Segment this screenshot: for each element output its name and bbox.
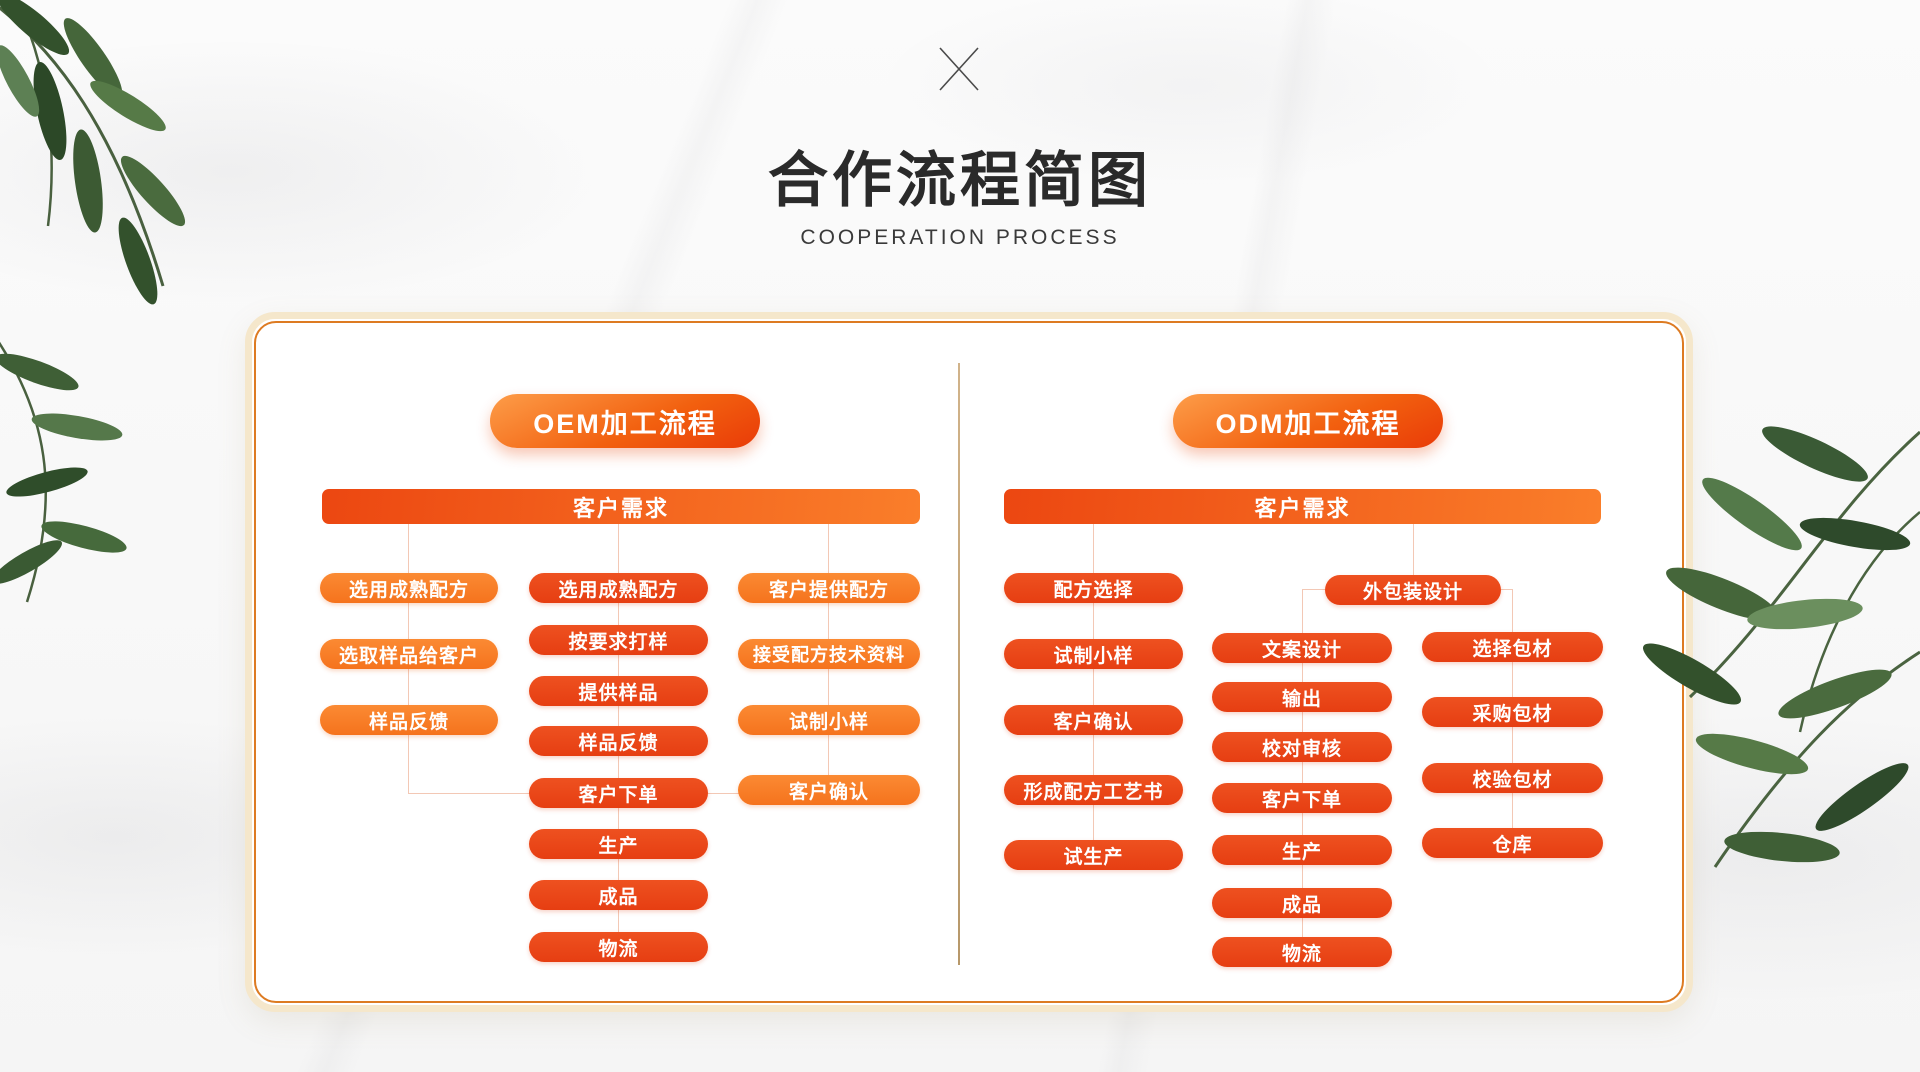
oem-step-box: 接受配方技术资料 — [738, 639, 920, 669]
odm-step-box: 选择包材 — [1422, 632, 1603, 662]
odm-step-box: 试生产 — [1004, 840, 1183, 870]
oem-step-box: 选用成熟配方 — [320, 573, 498, 603]
oem-step-box: 选取样品给客户 — [320, 639, 498, 669]
divider-line — [958, 363, 960, 965]
oem-step-box: 客户下单 — [529, 778, 708, 808]
connector-line — [1501, 589, 1512, 590]
odm-step-box: 物流 — [1212, 937, 1392, 967]
oem-step-box: 客户提供配方 — [738, 573, 920, 603]
leaf-decoration-left — [0, 341, 127, 603]
odm-step-box: 试制小样 — [1004, 639, 1183, 669]
oem-step-box: 样品反馈 — [529, 726, 708, 756]
oem-step-box: 选用成熟配方 — [529, 573, 708, 603]
odm-step-box: 文案设计 — [1212, 633, 1392, 663]
oem-flow-header: OEM加工流程 — [490, 394, 760, 448]
odm-step-box: 成品 — [1212, 888, 1392, 918]
oem-step-box: 客户确认 — [738, 775, 920, 805]
odm-flow-header: ODM加工流程 — [1173, 394, 1443, 448]
odm-step-box: 配方选择 — [1004, 573, 1183, 603]
connector-line — [1093, 524, 1094, 855]
cross-decoration-icon — [939, 47, 979, 91]
connector-line — [1302, 589, 1303, 952]
odm-step-box: 校验包材 — [1422, 763, 1603, 793]
oem-step-box: 提供样品 — [529, 676, 708, 706]
oem-step-box: 物流 — [529, 932, 708, 962]
page-title: 合作流程简图 — [768, 147, 1152, 214]
odm-step-box: 采购包材 — [1422, 697, 1603, 727]
odm-step-box: 仓库 — [1422, 828, 1603, 858]
oem-step-box: 成品 — [529, 880, 708, 910]
oem-step-box: 按要求打样 — [529, 625, 708, 655]
oem-step-box: 样品反馈 — [320, 705, 498, 735]
odm-step-box: 客户下单 — [1212, 783, 1392, 813]
odm-root-box: 客户需求 — [1004, 489, 1601, 524]
page-subtitle: COOPERATION PROCESS — [800, 226, 1120, 249]
oem-step-box: 试制小样 — [738, 705, 920, 735]
odm-step-box: 生产 — [1212, 835, 1392, 865]
odm-step-box: 输出 — [1212, 682, 1392, 712]
oem-root-box: 客户需求 — [322, 489, 920, 524]
connector-line — [1413, 524, 1414, 575]
odm-step-box: 客户确认 — [1004, 705, 1183, 735]
odm-packaging-header-box: 外包装设计 — [1325, 575, 1501, 605]
odm-step-box: 形成配方工艺书 — [1004, 775, 1183, 805]
oem-step-box: 生产 — [529, 829, 708, 859]
odm-step-box: 校对审核 — [1212, 732, 1392, 762]
connector-line — [1302, 589, 1325, 590]
